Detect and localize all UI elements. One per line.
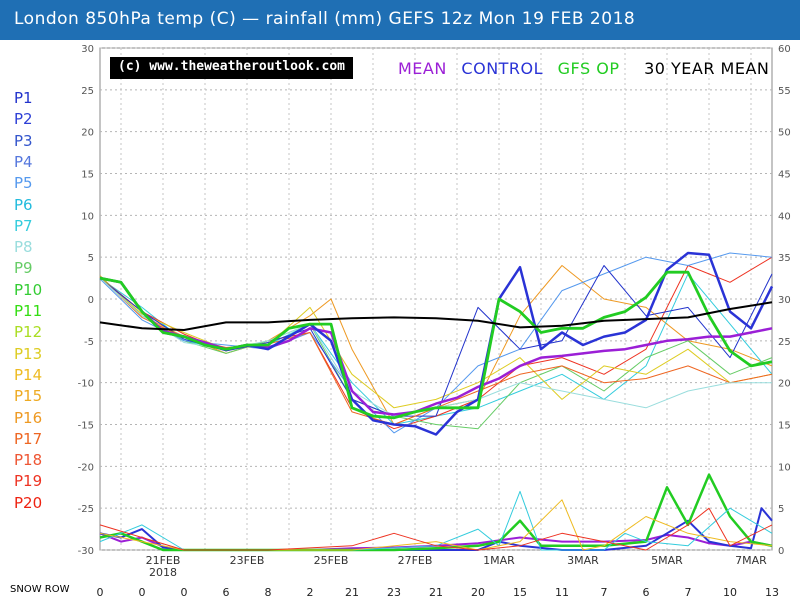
y-right-tick-label: 25: [778, 337, 791, 348]
y-left-tick-label: 30: [81, 44, 94, 55]
legend-item-p19: P19: [14, 472, 43, 491]
x-tick-label: 3MAR: [567, 554, 599, 567]
x-year-label: 2018: [149, 566, 177, 579]
snow-row-value: 13: [765, 586, 779, 599]
key-mean: MEAN: [398, 59, 447, 78]
x-tick-label: 7MAR: [735, 554, 767, 567]
snow-row-value: 8: [265, 586, 272, 599]
x-tick-label: 1MAR: [483, 554, 515, 567]
series-p-spread-d: [99, 276, 773, 430]
legend-item-p13: P13: [14, 344, 43, 363]
legend-item-p15: P15: [14, 387, 43, 406]
legend-item-p18: P18: [14, 451, 43, 470]
y-left-tick-label: 20: [81, 128, 94, 139]
snow-row-value: 6: [643, 586, 650, 599]
legend-item-p20: P20: [14, 493, 43, 512]
y-right-tick-label: 45: [778, 170, 791, 181]
legend-item-p17: P17: [14, 429, 43, 448]
y-right-tick-label: 30: [778, 295, 791, 306]
y-left-tick-label: -5: [84, 337, 94, 348]
y-right-tick-label: 55: [778, 86, 791, 97]
y-right-tick-label: 60: [778, 44, 791, 55]
x-tick-label: 21FEB: [146, 554, 181, 567]
snow-row-value: 7: [601, 586, 608, 599]
y-right-tick-label: 40: [778, 211, 791, 222]
y-left-tick-label: 25: [81, 86, 94, 97]
snow-row-label: SNOW ROW: [10, 584, 70, 595]
legend-item-p1: P1: [14, 89, 33, 107]
rain-p-c: [99, 507, 773, 551]
y-left-tick-label: 5: [88, 253, 94, 264]
snow-row-value: 0: [181, 586, 188, 599]
legend-item-p2: P2: [14, 110, 33, 129]
rain-gfs: [99, 473, 773, 552]
chart-title: London 850hPa temp (C) — rainfall (mm) G…: [14, 9, 636, 29]
series-key: MEAN CONTROL GFS OP 30 YEAR MEAN: [398, 59, 778, 78]
snow-row-value: 11: [555, 586, 569, 599]
key-30-year-mean: 30 YEAR MEAN: [644, 59, 770, 78]
y-left-tick-label: -20: [78, 462, 94, 473]
x-tick-label: 5MAR: [651, 554, 683, 567]
y-right-tick-label: 5: [778, 504, 784, 515]
legend-item-p4: P4: [14, 152, 33, 171]
snow-row-value: 15: [513, 586, 527, 599]
snow-row-value: 0: [97, 586, 104, 599]
series-p-spread-b: [99, 273, 773, 425]
y-right-tick-label: 50: [778, 128, 791, 139]
x-tick-label: 27FEB: [398, 554, 433, 567]
legend-item-p3: P3: [14, 131, 33, 150]
snow-row-value: 23: [387, 586, 401, 599]
y-right-tick-label: 10: [778, 462, 791, 473]
snow-row-value: 7: [685, 586, 692, 599]
key-control: CONTROL: [461, 59, 544, 78]
key-gfs-op: GFS OP: [557, 59, 620, 78]
snow-row-value: 10: [723, 586, 737, 599]
legend-item-p11: P11: [14, 302, 43, 320]
legend-item-p8: P8: [14, 238, 33, 257]
legend-item-p12: P12: [14, 323, 43, 342]
snow-row-value: 2: [307, 586, 314, 599]
y-left-tick-label: 0: [88, 295, 94, 306]
legend-item-p5: P5: [14, 174, 33, 193]
y-right-tick-label: 35: [778, 253, 791, 264]
legend-item-p14: P14: [14, 365, 43, 384]
y-left-tick-label: -30: [78, 546, 94, 557]
y-right-tick-label: 0: [778, 546, 784, 557]
legend-item-p16: P16: [14, 408, 43, 427]
copyright-badge: (c) www.theweatheroutlook.com: [110, 57, 353, 79]
y-left-tick-label: -25: [78, 504, 94, 515]
x-tick-label: 25FEB: [314, 554, 349, 567]
snow-row-value: 0: [139, 586, 146, 599]
y-left-tick-label: -10: [78, 379, 94, 390]
y-right-tick-label: 20: [778, 379, 791, 390]
series-gfs-op: [99, 270, 773, 420]
snow-row-value: 21: [345, 586, 359, 599]
x-tick-label: 23FEB: [230, 554, 265, 567]
snow-row-value: 20: [471, 586, 485, 599]
legend-item-p10: P10: [14, 280, 43, 299]
snow-row-value: 21: [429, 586, 443, 599]
y-right-tick-label: 15: [778, 421, 791, 432]
series-mean: [99, 276, 773, 416]
temperature-series: [99, 251, 774, 436]
y-left-tick-label: -15: [78, 421, 94, 432]
rainfall-series: [99, 473, 773, 552]
y-left-tick-label: 15: [81, 170, 94, 181]
y-left-tick-label: 10: [81, 211, 94, 222]
legend-item-p9: P9: [14, 259, 33, 278]
legend-item-p7: P7: [14, 216, 33, 235]
snow-row-value: 6: [223, 586, 230, 599]
legend-item-p6: P6: [14, 195, 33, 214]
series-30-year-mean: [99, 301, 773, 331]
title-bar: London 850hPa temp (C) — rainfall (mm) G…: [0, 0, 800, 40]
rain-p-b: [99, 499, 773, 551]
